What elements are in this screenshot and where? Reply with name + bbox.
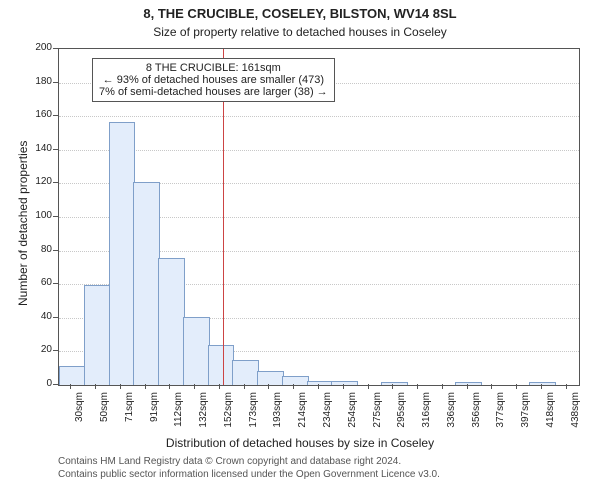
histogram-bar [307, 381, 334, 385]
x-tick-label: 112sqm [173, 392, 184, 442]
x-tick-mark [120, 384, 121, 389]
x-tick-label: 214sqm [297, 392, 308, 442]
x-tick-label: 336sqm [446, 392, 457, 442]
x-tick-label: 71sqm [124, 392, 135, 442]
x-tick-mark [566, 384, 567, 389]
x-tick-label: 91sqm [149, 392, 160, 442]
x-tick-mark [219, 384, 220, 389]
x-tick-mark [70, 384, 71, 389]
y-tick-label: 60 [22, 277, 52, 288]
y-tick-label: 80 [22, 244, 52, 255]
x-tick-mark [194, 384, 195, 389]
histogram-bar [84, 285, 111, 385]
y-tick-label: 0 [22, 378, 52, 389]
annotation-line1: 8 THE CRUCIBLE: 161sqm [99, 62, 328, 74]
x-tick-label: 356sqm [471, 392, 482, 442]
y-tick-mark [53, 283, 58, 284]
annotation-box: 8 THE CRUCIBLE: 161sqm ← 93% of detached… [92, 58, 335, 102]
y-tick-label: 140 [22, 143, 52, 154]
chart-title-subtitle: Size of property relative to detached ho… [0, 25, 600, 39]
x-tick-mark [343, 384, 344, 389]
x-tick-mark [368, 384, 369, 389]
x-tick-mark [244, 384, 245, 389]
x-tick-label: 275sqm [372, 392, 383, 442]
x-tick-mark [293, 384, 294, 389]
x-tick-mark [145, 384, 146, 389]
y-tick-mark [53, 216, 58, 217]
y-tick-mark [53, 250, 58, 251]
gridline [59, 116, 579, 117]
histogram-bar [208, 345, 235, 385]
y-tick-label: 160 [22, 109, 52, 120]
histogram-bar [282, 376, 309, 385]
histogram-bar [331, 381, 358, 385]
x-tick-label: 50sqm [99, 392, 110, 442]
x-tick-label: 132sqm [198, 392, 209, 442]
x-tick-mark [392, 384, 393, 389]
histogram-bar [455, 382, 482, 385]
y-tick-label: 100 [22, 210, 52, 221]
y-tick-mark [53, 350, 58, 351]
x-tick-mark [417, 384, 418, 389]
footer-line2: Contains public sector information licen… [58, 469, 440, 482]
gridline [59, 150, 579, 151]
annotation-line2: ← 93% of detached houses are smaller (47… [99, 74, 328, 86]
footer-line1: Contains HM Land Registry data © Crown c… [58, 456, 440, 469]
x-tick-label: 152sqm [223, 392, 234, 442]
x-tick-mark [169, 384, 170, 389]
x-tick-mark [95, 384, 96, 389]
x-tick-label: 193sqm [272, 392, 283, 442]
y-tick-label: 180 [22, 76, 52, 87]
histogram-bar [183, 317, 210, 385]
x-tick-mark [541, 384, 542, 389]
y-tick-mark [53, 48, 58, 49]
histogram-bar [257, 371, 284, 385]
x-tick-label: 397sqm [520, 392, 531, 442]
x-tick-label: 295sqm [396, 392, 407, 442]
histogram-bar [232, 360, 259, 385]
x-tick-mark [516, 384, 517, 389]
x-tick-label: 418sqm [545, 392, 556, 442]
y-tick-label: 20 [22, 344, 52, 355]
y-tick-label: 120 [22, 176, 52, 187]
x-tick-mark [268, 384, 269, 389]
y-tick-mark [53, 149, 58, 150]
y-tick-mark [53, 182, 58, 183]
x-tick-mark [491, 384, 492, 389]
footer-attribution: Contains HM Land Registry data © Crown c… [58, 456, 440, 481]
histogram-bar [133, 182, 160, 385]
x-tick-label: 254sqm [347, 392, 358, 442]
x-tick-mark [467, 384, 468, 389]
x-tick-label: 234sqm [322, 392, 333, 442]
y-tick-mark [53, 317, 58, 318]
histogram-bar [109, 122, 136, 385]
histogram-bar [381, 382, 408, 385]
x-tick-label: 377sqm [495, 392, 506, 442]
chart-title-address: 8, THE CRUCIBLE, COSELEY, BILSTON, WV14 … [0, 6, 600, 21]
x-tick-label: 316sqm [421, 392, 432, 442]
x-tick-label: 438sqm [570, 392, 581, 442]
y-tick-label: 40 [22, 311, 52, 322]
x-tick-mark [442, 384, 443, 389]
x-tick-mark [318, 384, 319, 389]
histogram-bar [158, 258, 185, 385]
x-tick-label: 30sqm [74, 392, 85, 442]
y-tick-mark [53, 115, 58, 116]
annotation-line3: 7% of semi-detached houses are larger (3… [99, 86, 328, 98]
y-tick-mark [53, 82, 58, 83]
y-tick-label: 200 [22, 42, 52, 53]
histogram-bar [59, 366, 86, 385]
chart-container: 8, THE CRUCIBLE, COSELEY, BILSTON, WV14 … [0, 0, 600, 500]
x-tick-label: 173sqm [248, 392, 259, 442]
y-tick-mark [53, 384, 58, 385]
histogram-bar [529, 382, 556, 385]
